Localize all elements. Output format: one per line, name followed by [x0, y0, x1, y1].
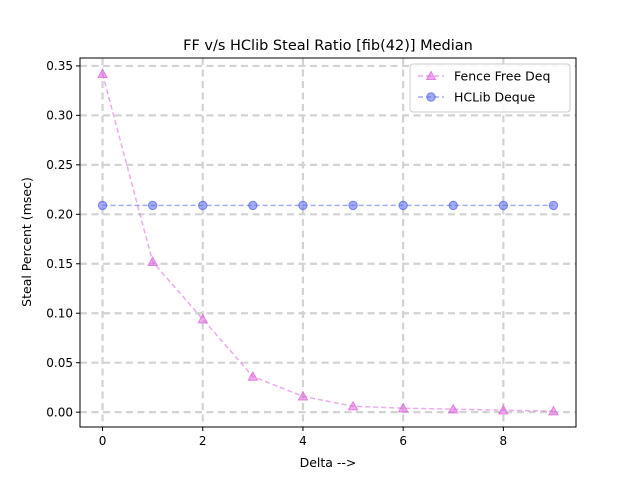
y-axis-label: Steal Percent (msec)	[19, 177, 34, 307]
series-group	[97, 68, 559, 416]
data-point-fence-free-deq	[297, 390, 309, 401]
x-tick-label: 8	[500, 434, 508, 448]
y-tick-label: 0.05	[46, 356, 73, 370]
data-point-fence-free-deq	[548, 405, 559, 416]
axis-ticks: 0.00 0.05 0.10 0.15 0.20 0.25 0.30 0.35 0 2 4 6 8	[46, 59, 507, 448]
data-point-fence-free-deq	[247, 370, 259, 381]
data-point-fence-free-deq	[497, 404, 509, 415]
y-tick-label: 0.10	[46, 307, 73, 321]
legend-label-hclib-deque: HCLib Deque	[454, 90, 536, 105]
data-point-hclib-deque	[398, 200, 408, 211]
legend-marker-circle	[426, 92, 436, 102]
data-point-fence-free-deq	[447, 403, 459, 414]
y-tick-label: 0.20	[46, 208, 73, 222]
data-point-hclib-deque	[348, 200, 358, 211]
y-tick-label: 0.15	[46, 257, 73, 271]
plot-frame	[79, 57, 577, 428]
data-point-fence-free-deq	[147, 256, 159, 266]
data-point-hclib-deque	[97, 200, 108, 211]
data-point-hclib-deque	[298, 200, 308, 211]
grid-lines	[80, 58, 576, 427]
data-point-hclib-deque	[498, 200, 509, 211]
data-point-fence-free-deq	[347, 400, 359, 411]
data-point-fence-free-deq	[197, 313, 209, 324]
data-point-fence-free-deq	[397, 402, 409, 413]
y-tick-label: 0.00	[46, 405, 73, 419]
x-tick-label: 6	[399, 434, 407, 448]
x-tick-label: 2	[199, 434, 207, 448]
legend: Fence Free Deq HCLib Deque	[409, 63, 571, 113]
data-point-hclib-deque	[198, 200, 208, 211]
data-point-hclib-deque	[147, 200, 158, 211]
y-tick-label: 0.25	[46, 158, 73, 172]
data-point-hclib-deque	[548, 200, 559, 211]
data-point-fence-free-deq	[97, 68, 108, 79]
y-tick-label: 0.35	[46, 59, 73, 73]
data-point-hclib-deque	[448, 200, 458, 211]
x-axis-label: Delta -->	[300, 455, 357, 470]
series-line-fence-free-deq	[101, 73, 554, 412]
x-tick-label: 0	[99, 434, 107, 448]
data-point-hclib-deque	[248, 200, 258, 211]
legend-box	[409, 63, 571, 113]
legend-marker-triangle	[425, 70, 437, 80]
legend-label-fence-free-deq: Fence Free Deq	[454, 69, 550, 84]
chart-title: FF v/s HClib Steal Ratio [fib(42)] Media…	[183, 38, 473, 54]
x-tick-label: 4	[299, 434, 307, 448]
y-tick-label: 0.30	[46, 109, 73, 123]
